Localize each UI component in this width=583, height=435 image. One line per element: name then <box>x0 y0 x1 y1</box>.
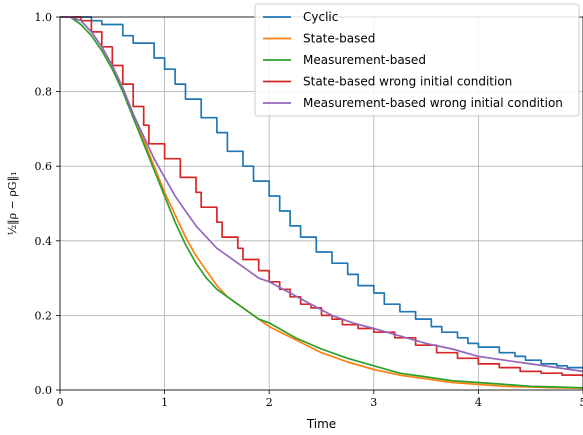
x-tick-label: 4 <box>475 396 482 409</box>
y-tick-label: 0.2 <box>35 309 53 322</box>
legend-label: Measurement-based <box>303 53 426 67</box>
y-tick-label: 1.0 <box>35 11 53 24</box>
ticks: 0 1 2 3 4 5 0.0 0.2 0.4 0.6 0.8 1.0 <box>35 11 583 409</box>
legend: Cyclic State-based Measurement-based State-… <box>254 3 580 117</box>
y-tick-label: 0.4 <box>35 235 53 248</box>
y-tick-label: 0.0 <box>35 384 53 397</box>
legend-label: State-based <box>303 32 375 46</box>
series-line-1 <box>60 16 583 370</box>
x-tick-label: 1 <box>161 396 168 409</box>
legend-box <box>254 3 580 117</box>
x-tick-label: 3 <box>370 396 377 409</box>
x-axis-label: Time <box>306 417 336 431</box>
y-axis-label: ½‖ρ − ρG‖₁ <box>6 171 20 235</box>
series-layer <box>60 16 583 389</box>
x-tick-label: 0 <box>57 396 64 409</box>
x-tick-label: 5 <box>580 396 583 409</box>
legend-label: Cyclic <box>303 10 338 24</box>
y-tick-label: 0.8 <box>35 86 53 99</box>
series-line-3 <box>60 16 583 389</box>
series-line-5 <box>60 16 583 373</box>
legend-label: State-based wrong initial condition <box>303 75 512 89</box>
legend-label: Measurement-based wrong initial conditio… <box>303 96 563 110</box>
x-tick-label: 2 <box>266 396 273 409</box>
y-tick-label: 0.6 <box>35 160 53 173</box>
